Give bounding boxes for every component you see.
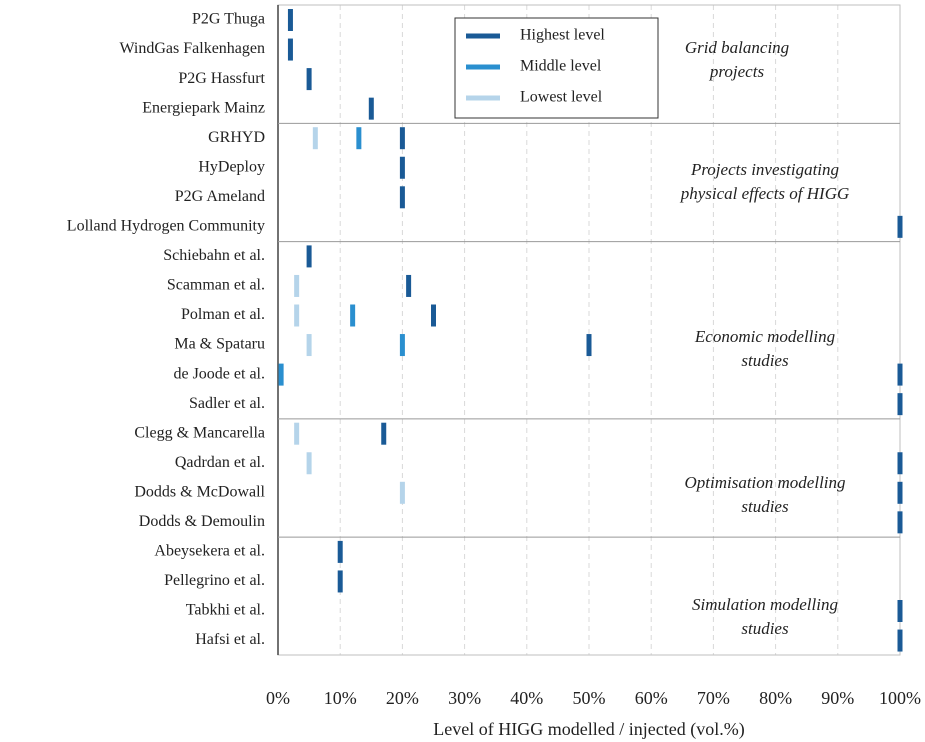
level-mark [306,334,312,357]
level-mark [368,97,374,120]
level-mark [337,570,343,593]
legend-label: Highest level [520,27,605,44]
level-mark [399,481,405,504]
group-annotation: studies [741,351,789,370]
group-annotation: Projects investigating [690,160,839,179]
level-mark [306,452,312,475]
x-tick-label: 70% [697,688,730,708]
x-tick-label: 40% [510,688,543,708]
level-mark [399,127,405,150]
group-annotation: Optimisation modelling [684,473,845,492]
level-mark [356,127,362,150]
group-annotation: Grid balancing [685,38,789,57]
x-tick-label: 60% [635,688,668,708]
y-tick-label: P2G Hassfurt [178,70,265,87]
level-mark [897,629,903,652]
level-mark [431,304,436,327]
y-tick-label: Polman et al. [181,306,265,323]
level-mark [294,422,300,445]
level-mark [399,156,405,179]
y-tick-label: Schiebahn et al. [163,247,265,264]
group-annotation: studies [741,619,789,638]
y-tick-label: Tabkhi et al. [186,602,265,619]
y-tick-label: Abeysekera et al. [154,543,265,560]
x-tick-label: 100% [879,688,921,708]
level-mark [897,215,903,238]
level-mark [399,334,405,357]
level-mark [897,511,903,534]
level-mark [381,422,387,445]
legend: Highest level Middle level Lowest level [454,17,659,119]
x-tick-label: 0% [266,688,290,708]
group-annotation: studies [741,497,789,516]
level-mark [406,274,412,297]
group-annotation: Economic modelling [694,327,835,346]
y-tick-label: P2G Ameland [175,188,265,205]
x-tick-label: 30% [448,688,481,708]
y-tick-label: Clegg & Mancarella [134,424,265,441]
y-tick-label: GRHYD [208,129,265,146]
y-tick-label: P2G Thuga [192,11,265,28]
level-mark [897,481,903,504]
y-tick-label: Energiepark Mainz [142,99,265,116]
y-tick-label: HyDeploy [198,158,265,175]
y-tick-label: Pellegrino et al. [164,572,265,589]
x-tick-label: 10% [324,688,357,708]
y-tick-label: de Joode et al. [173,365,265,382]
level-mark [337,540,343,563]
level-mark [294,274,300,297]
legend-label: Middle level [520,58,602,75]
x-tick-label: 80% [759,688,792,708]
y-tick-label: Hafsi et al. [195,631,265,648]
level-mark [897,393,903,416]
y-tick-label: Qadrdan et al. [175,454,265,471]
group-annotation: physical effects of HIGG [680,184,850,203]
y-tick-label: Dodds & McDowall [134,483,265,500]
level-mark [278,363,284,386]
x-tick-label: 50% [573,688,606,708]
y-tick-label: Lolland Hydrogen Community [67,218,265,235]
level-mark [586,334,592,357]
group-annotation: Simulation modelling [692,595,838,614]
level-mark [897,363,903,386]
x-tick-label: 20% [386,688,419,708]
y-tick-label: Sadler et al. [189,395,265,412]
legend-label: Lowest level [520,89,603,106]
level-mark [897,452,903,475]
level-mark [306,68,312,91]
level-mark [287,9,293,31]
x-axis-label: Level of HIGG modelled / injected (vol.%… [433,719,744,740]
level-mark [287,38,293,61]
y-tick-label: Ma & Spataru [174,336,265,353]
level-mark [294,304,300,327]
y-tick-label: Dodds & Demoulin [139,513,265,530]
level-mark [312,127,318,150]
level-mark [306,245,312,268]
y-tick-label: WindGas Falkenhagen [119,40,265,57]
level-mark [399,186,405,209]
level-mark [350,304,356,327]
group-annotation: projects [709,62,765,81]
x-tick-label: 90% [821,688,854,708]
level-mark [897,600,903,622]
y-tick-label: Scamman et al. [167,277,265,294]
